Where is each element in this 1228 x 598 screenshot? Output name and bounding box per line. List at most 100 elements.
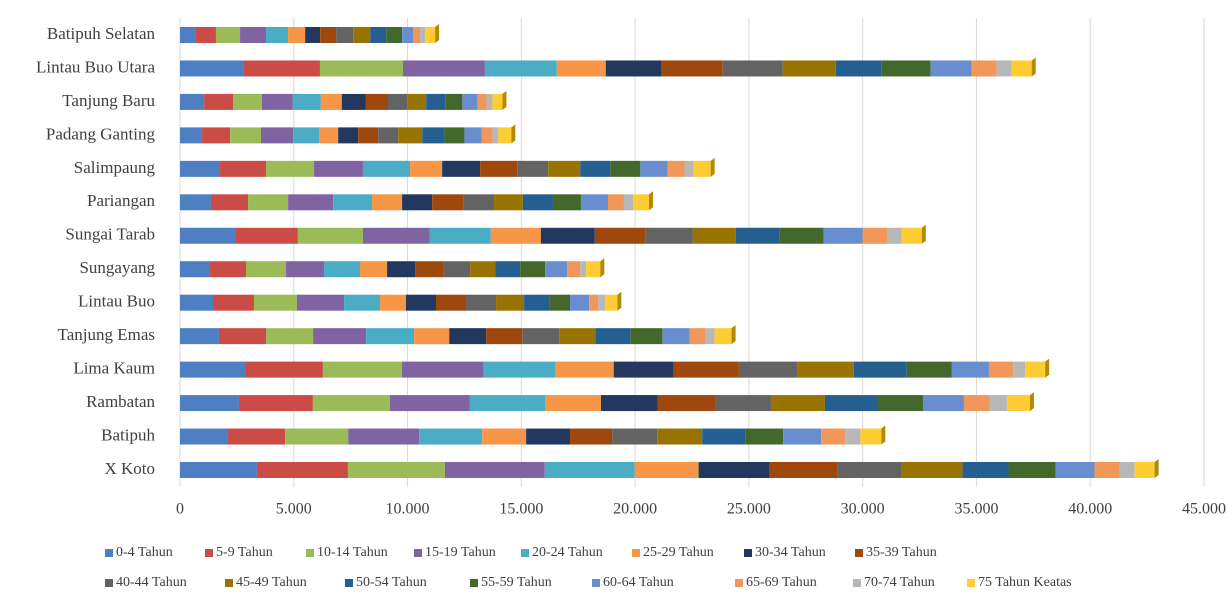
bar-segment (769, 462, 838, 478)
bar-segment (362, 227, 430, 244)
legend-swatch (521, 549, 529, 557)
bar-segment (555, 361, 614, 378)
bar-segment (824, 395, 878, 412)
bar-segment (410, 160, 443, 177)
bar-segment (180, 227, 236, 244)
y-tick-label: Tanjung Emas (58, 325, 155, 344)
bar-segment (548, 160, 581, 177)
bar-segment (348, 428, 420, 445)
bar-segment (466, 294, 497, 311)
bar-segment (180, 428, 228, 445)
bar-segment (483, 361, 556, 378)
legend-label: 0-4 Tahun (116, 545, 173, 560)
legend-swatch (225, 579, 233, 587)
bar-segment (312, 395, 390, 412)
y-tick-label: Sungayang (79, 258, 155, 277)
bar-segment (195, 27, 216, 43)
x-tick-label: 45.000 (1182, 501, 1226, 518)
bar-segment (245, 261, 287, 278)
bar-segment (862, 227, 888, 244)
bar-segment (633, 194, 649, 211)
y-tick-label: Batipuh (101, 425, 155, 444)
bar-segment (292, 93, 321, 110)
legend-label: 30-34 Tahun (755, 545, 826, 560)
bar-segment (320, 27, 337, 43)
y-tick-label: Sungai Tarab (65, 225, 155, 244)
bar-segment (996, 60, 1012, 77)
bar-segment (359, 261, 388, 278)
bar-segment (901, 462, 963, 478)
bar-segment (243, 60, 320, 77)
bar-segment (266, 27, 289, 43)
legend-label: 65-69 Tahun (746, 575, 817, 590)
bar-segment (481, 127, 493, 144)
bar-segment (605, 60, 662, 77)
bar-segment (387, 93, 408, 110)
bar-segment (215, 27, 241, 43)
bar-segment (613, 361, 674, 378)
bar-segment (426, 93, 446, 110)
bar-segment (496, 294, 525, 311)
y-tick-label: Tanjung Baru (62, 91, 155, 110)
bar-segment (482, 428, 527, 445)
bar-segment (256, 462, 348, 478)
bar-segment (288, 194, 334, 211)
bar-segment (422, 127, 445, 144)
y-tick-label: Lima Kaum (73, 359, 155, 378)
bar-segment (544, 395, 601, 412)
y-tick-label: Rambatan (86, 392, 155, 411)
bar-depth (1029, 392, 1034, 412)
bar-segment (549, 294, 571, 311)
x-tick-label: 5.000 (276, 501, 312, 518)
bar-segment (600, 395, 658, 412)
legend-label: 45-49 Tahun (236, 575, 307, 590)
legend-label: 50-54 Tahun (356, 575, 427, 590)
bar-segment (971, 60, 997, 77)
bar-segment (837, 462, 902, 478)
bar-segment (286, 261, 325, 278)
y-tick-label: Lintau Buo Utara (36, 57, 155, 76)
bar-segment (589, 294, 599, 311)
x-tick-label: 30.000 (841, 501, 885, 518)
y-tick-label: X Koto (104, 459, 155, 478)
bar-segment (285, 428, 349, 445)
bar-segment (220, 160, 267, 177)
bar-segment (595, 328, 631, 345)
bar-depth (648, 191, 653, 211)
bar-segment (324, 261, 360, 278)
legend-swatch (345, 579, 353, 587)
y-tick-label: Lintau Buo (78, 292, 155, 311)
bar-segment (580, 261, 587, 278)
y-tick-label: Pariangan (87, 191, 155, 210)
bar-segment (261, 127, 294, 144)
bar-segment (469, 395, 545, 412)
bar-segment (210, 261, 246, 278)
bar-segment (524, 294, 550, 311)
bar-segment (594, 227, 646, 244)
bar-segment (402, 194, 433, 211)
bar-segment (821, 428, 846, 445)
bar-segment (362, 160, 411, 177)
bar-segment (180, 328, 219, 345)
bar-segment (320, 93, 342, 110)
legend-label: 20-24 Tahun (532, 545, 603, 560)
bar-segment (338, 127, 359, 144)
bar-segment (314, 160, 363, 177)
y-tick-label: Padang Ganting (46, 124, 156, 143)
bar-segment (180, 294, 213, 311)
bar-segment (414, 328, 450, 345)
bar-segment (288, 27, 306, 43)
bar-segment (1006, 395, 1030, 412)
bar-segment (378, 127, 399, 144)
bar-segment (988, 361, 1014, 378)
bar-depth (710, 157, 715, 177)
bar-segment (366, 328, 415, 345)
bar-segment (545, 261, 568, 278)
bar-segment (657, 395, 716, 412)
bar-segment (782, 60, 836, 77)
legend-label: 10-14 Tahun (317, 545, 388, 560)
bar-segment (248, 194, 289, 211)
bar-depth (617, 291, 622, 311)
bar-segment (770, 395, 825, 412)
